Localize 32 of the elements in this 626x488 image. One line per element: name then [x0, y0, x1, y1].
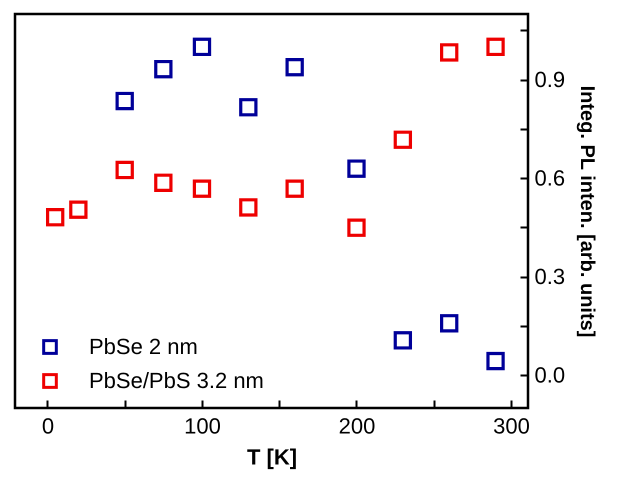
- point: [486, 38, 505, 56]
- point: [239, 98, 258, 116]
- point: [394, 130, 412, 149]
- point: [285, 58, 304, 76]
- x-tick-label: 0: [42, 414, 54, 438]
- x-tick-label: 300: [493, 414, 530, 438]
- point: [347, 159, 366, 178]
- point: [192, 179, 212, 198]
- point: [440, 314, 458, 332]
- point: [116, 160, 134, 180]
- point: [46, 208, 64, 226]
- y-tick-label: 0.3: [534, 264, 566, 290]
- y-axis-title: Integ. PL inten. [arb. units]: [576, 86, 598, 338]
- legend-label: PbSe 2 nm: [89, 334, 198, 359]
- point: [192, 38, 212, 56]
- point: [486, 352, 505, 370]
- point: [440, 43, 458, 62]
- y-tick-label: 0.0: [534, 362, 566, 388]
- x-axis-title: T [K]: [246, 444, 298, 470]
- x-tick-label: 100: [184, 414, 221, 438]
- point: [154, 174, 173, 192]
- legend-label: PbSe/PbS 3.2 nm: [89, 368, 264, 393]
- y-tick-label: 0.9: [534, 67, 566, 92]
- point: [116, 92, 134, 110]
- x-tick-label: 200: [338, 414, 376, 438]
- point: [154, 60, 173, 78]
- point: [239, 198, 258, 217]
- point: [285, 179, 304, 198]
- point: [69, 200, 88, 219]
- point: [394, 331, 412, 350]
- y-tick-label: 0.6: [534, 166, 566, 191]
- point: [347, 218, 366, 237]
